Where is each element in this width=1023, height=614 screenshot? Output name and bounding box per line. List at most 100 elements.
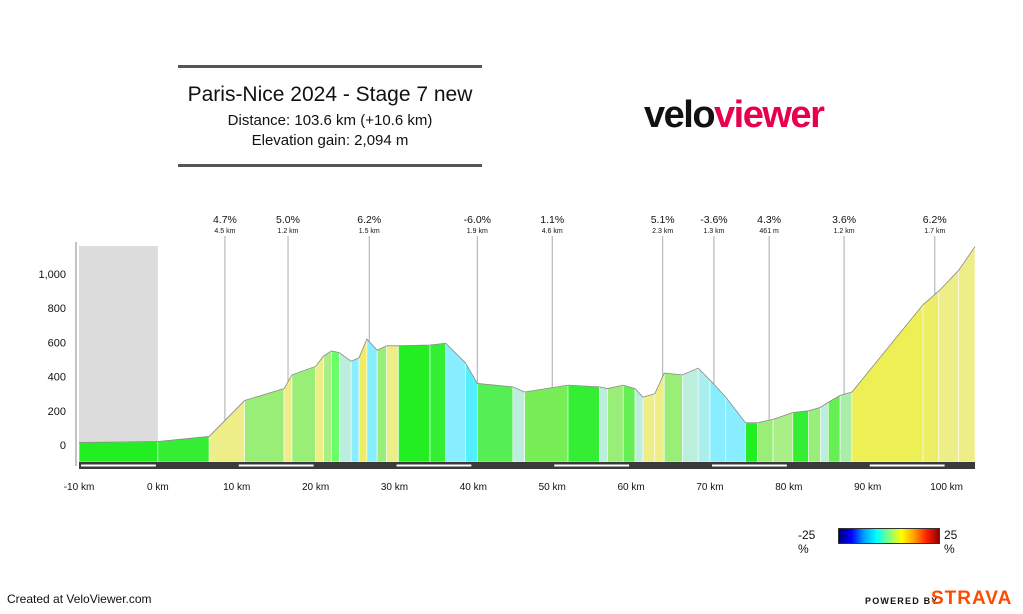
climb-grade-label: 6.2% — [923, 214, 947, 226]
profile-segment — [922, 290, 940, 463]
profile-segment — [682, 367, 699, 463]
legend-min-label: -25 % — [798, 528, 816, 556]
elevation-profile-chart: 0 200 400 600 800 1,000 4.7% 4.5 km 5.0% 1.2 km 6.… — [38, 214, 976, 493]
profile-segment — [663, 372, 683, 463]
climb-length-label: 1.5 km — [359, 228, 380, 235]
x-tick-label: 100 km — [930, 482, 963, 493]
profile-segment — [938, 269, 959, 463]
profile-segment — [709, 379, 727, 463]
y-tick-label: 400 — [48, 372, 66, 384]
profile-segment — [745, 422, 758, 463]
profile-segment — [358, 338, 368, 463]
title-bottom-rule — [178, 164, 482, 167]
profile-segment — [792, 410, 809, 463]
climb-length-label: 4.6 km — [542, 228, 563, 235]
profile-segment — [315, 355, 324, 463]
profile-segment — [477, 383, 514, 463]
elevation-text: Elevation gain: 2,094 m — [251, 132, 409, 149]
profile-segment — [725, 396, 746, 463]
profile-segment — [524, 384, 569, 463]
profile-segment — [350, 357, 360, 463]
climb-length-label: 1.7 km — [924, 228, 945, 235]
profile-segment — [512, 386, 525, 463]
profile-segment — [642, 393, 656, 463]
profile-segment — [820, 401, 829, 463]
km-bar-segment — [554, 464, 630, 467]
powered-by-text: POWERED BY — [865, 596, 939, 606]
profile-segment — [958, 245, 976, 463]
neutral-zone — [79, 246, 158, 462]
profile-segment — [376, 345, 387, 463]
profile-segment — [622, 384, 636, 463]
x-tick-label: 10 km — [223, 482, 250, 493]
climb-length-label: 1.2 km — [834, 228, 855, 235]
km-bar-segment — [81, 464, 156, 467]
km-bar-segment — [711, 464, 787, 467]
legend-color-scale — [838, 528, 940, 544]
km-bar-segment — [396, 464, 472, 467]
km-bar — [79, 462, 975, 469]
climb-length-label: 2.3 km — [652, 228, 673, 235]
profile-outline — [78, 246, 976, 443]
profile-segment — [157, 436, 210, 463]
x-tick-label: 30 km — [381, 482, 408, 493]
profile-segment — [634, 387, 644, 463]
stage-title: Paris-Nice 2024 - Stage 7 new — [187, 83, 473, 106]
x-tick-label: 60 km — [617, 482, 644, 493]
profile-segment — [567, 384, 600, 463]
y-tick-label: 600 — [48, 337, 66, 349]
km-bar-segment — [869, 464, 945, 467]
profile-segment — [757, 418, 774, 463]
profile-segment — [338, 352, 352, 463]
profile-segment — [827, 394, 841, 463]
km-bar-segment — [238, 464, 314, 467]
climb-grade-label: 3.6% — [832, 214, 856, 226]
profile-segment — [772, 412, 794, 463]
profile-segment — [607, 384, 624, 463]
x-tick-label: 80 km — [775, 482, 802, 493]
profile-segment — [366, 338, 378, 463]
profile-segment — [808, 406, 821, 463]
logo-part-viewer: viewer — [714, 94, 825, 136]
climb-grade-label: 1.1% — [540, 214, 564, 226]
x-tick-label: -10 km — [64, 482, 95, 493]
climb-grade-label: 4.7% — [213, 214, 237, 226]
profile-segment — [445, 342, 466, 463]
profile-segment — [839, 391, 853, 463]
distance-text: Distance: 103.6 km (+10.6 km) — [227, 112, 433, 129]
profile-segment — [398, 344, 431, 463]
climb-length-label: 1.2 km — [278, 228, 299, 235]
y-tick-label: 0 — [60, 440, 66, 452]
profile-segment — [331, 350, 340, 463]
climb-grade-label: -6.0% — [464, 214, 491, 226]
x-tick-label: 90 km — [854, 482, 881, 493]
profile-segment — [283, 373, 293, 463]
title-top-rule — [178, 65, 482, 68]
created-at-text: Created at VeloViewer.com — [7, 592, 152, 606]
veloviewer-logo: veloviewer — [644, 94, 825, 136]
climb-length-label: 1.9 km — [467, 228, 488, 235]
profile-segment — [465, 361, 478, 463]
profile-segment — [654, 373, 665, 463]
legend-max-label: 25 % — [944, 528, 958, 556]
profile-segment — [851, 303, 924, 463]
climb-length-label: 1.3 km — [703, 228, 724, 235]
climb-length-label: 461 m — [759, 228, 779, 235]
profile-segment — [291, 365, 316, 463]
strava-logo: STRAVA — [931, 588, 1013, 609]
profile-segment — [599, 386, 608, 463]
x-tick-label: 70 km — [696, 482, 723, 493]
x-tick-label: 20 km — [302, 482, 329, 493]
climb-grade-label: 5.1% — [651, 214, 675, 226]
climb-length-label: 4.5 km — [214, 228, 235, 235]
title-block: Paris-Nice 2024 - Stage 7 new Distance: … — [178, 62, 482, 170]
x-tick-label: 0 km — [147, 482, 169, 493]
y-tick-label: 1,000 — [38, 269, 66, 281]
climb-grade-label: 4.3% — [757, 214, 781, 226]
profile-segment — [386, 345, 399, 463]
logo-part-velo: velo — [644, 94, 716, 136]
x-tick-label: 40 km — [460, 482, 487, 493]
y-tick-label: 800 — [48, 303, 66, 315]
profile-segment — [323, 350, 332, 463]
x-tick-label: 50 km — [539, 482, 566, 493]
